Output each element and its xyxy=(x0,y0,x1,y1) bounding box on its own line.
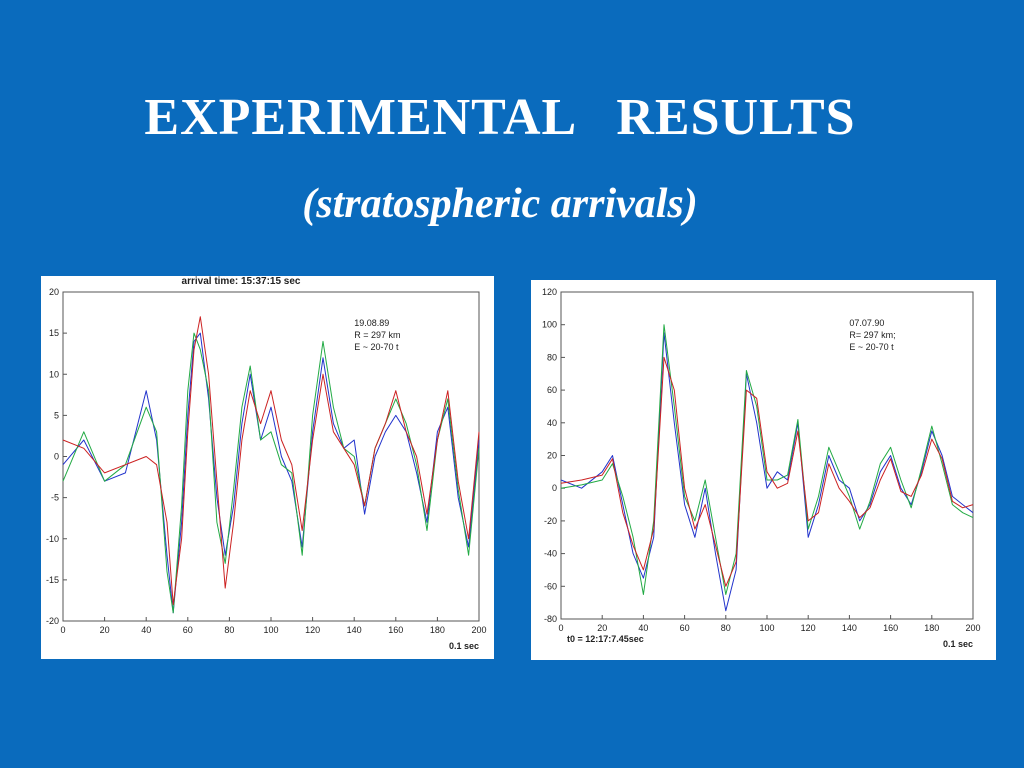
annotation-line-2: R = 297 km xyxy=(354,330,400,340)
y-tick-label: 20 xyxy=(49,287,59,297)
slide-title: EXPERIMENTAL RESULTS xyxy=(144,89,856,146)
x-tick-label: 140 xyxy=(842,623,857,633)
x-tick-label: 160 xyxy=(388,625,403,635)
y-tick-label: 5 xyxy=(54,410,59,420)
y-tick-label: -5 xyxy=(51,493,59,503)
annotation-line-3: E ~ 20-70 t xyxy=(849,342,894,352)
y-tick-label: -40 xyxy=(544,549,557,559)
series-line-3 xyxy=(62,316,480,606)
x-tick-label: 60 xyxy=(183,625,193,635)
chart-title: arrival time: 15:37:15 sec xyxy=(182,276,301,287)
annotation-line-3: E ~ 20-70 t xyxy=(354,342,399,352)
chart-panel-right: 0 20 40 60 80 100 120 140 160 180 200 120 100 80 60 40 2… xyxy=(531,280,996,660)
plot-frame xyxy=(560,291,974,620)
y-tick-label: 100 xyxy=(542,320,557,330)
series-line-2 xyxy=(560,324,974,595)
x-tick-label: 60 xyxy=(680,623,690,633)
y-tick-label: -15 xyxy=(46,575,59,585)
y-tick-label: -20 xyxy=(46,616,59,626)
plot-frame xyxy=(62,291,480,622)
y-tick-label: 60 xyxy=(547,385,557,395)
x-tick-label: 200 xyxy=(471,625,486,635)
x-tick-label: 100 xyxy=(759,623,774,633)
y-tick-label: 0 xyxy=(552,483,557,493)
y-tick-label: 10 xyxy=(49,369,59,379)
y-tick-label: 15 xyxy=(49,328,59,338)
y-tick-label: 20 xyxy=(547,451,557,461)
x-tick-label: 0 xyxy=(60,625,65,635)
chart-right: 0 20 40 60 80 100 120 140 160 180 2001201008060402… xyxy=(542,287,981,649)
x-tick-label: 180 xyxy=(924,623,939,633)
x-caption: t0 = 12:17:7.45sec xyxy=(567,634,644,644)
x-tick-label: 0 xyxy=(558,623,563,633)
x-unit-label: 0.1 sec xyxy=(943,639,973,649)
annotation-line-1: 07.07.90 xyxy=(849,318,884,328)
x-tick-label: 120 xyxy=(801,623,816,633)
x-tick-label: 80 xyxy=(721,623,731,633)
y-tick-label: 0 xyxy=(54,452,59,462)
x-tick-label: 200 xyxy=(965,623,980,633)
x-tick-label: 140 xyxy=(347,625,362,635)
series-line-1 xyxy=(62,332,480,614)
y-tick-label: 40 xyxy=(547,418,557,428)
series-line-3 xyxy=(560,356,974,587)
y-tick-label: -20 xyxy=(544,516,557,526)
y-tick-label: -10 xyxy=(46,534,59,544)
x-tick-label: 40 xyxy=(638,623,648,633)
x-tick-label: 80 xyxy=(224,625,234,635)
x-tick-label: 40 xyxy=(141,625,151,635)
x-tick-label: 20 xyxy=(100,625,110,635)
y-tick-label: -80 xyxy=(544,614,557,624)
slide-subtitle: (stratospheric arrivals) xyxy=(302,181,698,227)
annotation-line-1: 19.08.89 xyxy=(354,318,389,328)
chart-panel-left: arrival time: 15:37:15 sec 0 20 40 60 80 100 12… xyxy=(41,276,494,659)
x-tick-label: 20 xyxy=(597,623,607,633)
y-tick-label: 80 xyxy=(547,352,557,362)
annotation-line-2: R= 297 km; xyxy=(849,330,895,340)
x-tick-label: 160 xyxy=(883,623,898,633)
x-unit-label: 0.1 sec xyxy=(449,641,479,651)
x-tick-label: 100 xyxy=(263,625,278,635)
x-tick-label: 180 xyxy=(430,625,445,635)
y-tick-label: -60 xyxy=(544,581,557,591)
y-tick-label: 120 xyxy=(542,287,557,297)
x-tick-label: 120 xyxy=(305,625,320,635)
